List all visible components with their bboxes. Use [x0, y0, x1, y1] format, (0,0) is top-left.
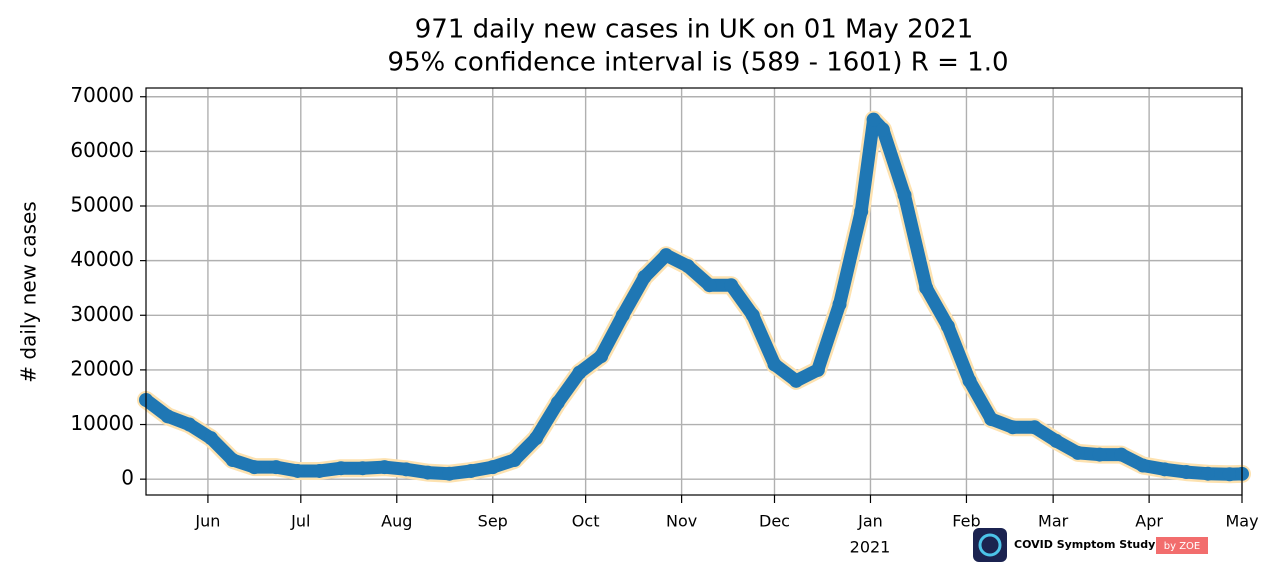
data-point — [810, 362, 825, 377]
data-point — [1114, 447, 1129, 462]
logo-icon — [973, 528, 1007, 562]
data-point — [1092, 447, 1107, 462]
confidence-halo — [137, 110, 1251, 484]
data-point — [1179, 465, 1194, 480]
x-tick-label: Apr — [1135, 512, 1163, 531]
data-point — [312, 463, 327, 478]
data-point — [247, 460, 262, 475]
data-point — [1049, 433, 1064, 448]
data-point — [160, 409, 175, 424]
data-point — [724, 278, 739, 293]
y-axis-label: # daily new cases — [17, 201, 41, 382]
plot-area — [137, 88, 1251, 495]
y-tick-label: 60000 — [70, 138, 134, 162]
data-point — [919, 280, 934, 295]
data-point — [204, 431, 219, 446]
data-point — [702, 278, 717, 293]
data-point — [1027, 420, 1042, 435]
logo-badge — [1156, 537, 1208, 554]
y-tick-label: 50000 — [70, 193, 134, 217]
x-year-label: 2021 — [850, 538, 891, 557]
x-tick-label: May — [1225, 512, 1258, 531]
data-point — [767, 357, 782, 372]
data-point — [984, 412, 999, 427]
data-point — [377, 460, 392, 475]
data-point — [854, 204, 869, 219]
chart-subtitle: 95% confidence interval is (589 - 1601) … — [387, 48, 1008, 78]
x-tick-label: Mar — [1038, 512, 1069, 531]
series-line — [139, 113, 1249, 481]
data-point — [1222, 467, 1237, 482]
data-point — [464, 463, 479, 478]
data-point — [789, 373, 804, 388]
data-point — [182, 417, 197, 432]
logo: COVID Symptom Study by ZOE — [973, 528, 1208, 562]
y-tick-label: 20000 — [70, 356, 134, 380]
data-point — [1070, 445, 1085, 460]
x-tick-label: Jul — [290, 512, 310, 531]
y-tick-label: 40000 — [70, 247, 134, 271]
data-point — [962, 373, 977, 388]
data-point — [680, 259, 695, 274]
data-point — [875, 122, 890, 137]
data-point — [940, 319, 955, 334]
data-point — [594, 349, 609, 364]
data-point — [355, 461, 370, 476]
data-point — [269, 460, 284, 475]
x-tick-label: Jan — [857, 512, 883, 531]
data-point — [334, 461, 349, 476]
data-point — [1157, 462, 1172, 477]
data-point — [897, 188, 912, 203]
data-point — [1200, 466, 1215, 481]
data-point — [420, 465, 435, 480]
x-tick-label: Oct — [572, 512, 600, 531]
data-point — [529, 431, 544, 446]
chart-title: 971 daily new cases in UK on 01 May 2021 — [415, 15, 974, 45]
logo-ring — [978, 533, 1002, 557]
data-point — [1135, 458, 1150, 473]
data-point — [615, 308, 630, 323]
x-tick-label: Dec — [759, 512, 790, 531]
logo-by: by ZOE — [1164, 541, 1200, 552]
y-tick-label: 30000 — [70, 302, 134, 326]
data-point — [866, 112, 881, 127]
logo-text: COVID Symptom Study — [1014, 538, 1155, 551]
data-point — [485, 460, 500, 475]
data-point — [550, 395, 565, 410]
x-tick-label: Feb — [952, 512, 980, 531]
axes-frame — [145, 87, 1243, 496]
data-point — [290, 463, 305, 478]
data-point — [1005, 420, 1020, 435]
x-tick-label: Aug — [381, 512, 412, 531]
data-point — [399, 462, 414, 477]
data-point — [832, 297, 847, 312]
data-point — [572, 365, 587, 380]
data-point — [659, 248, 674, 263]
data-point — [637, 270, 652, 285]
x-tick-label: Nov — [666, 512, 697, 531]
y-tick-label: 0 — [121, 466, 134, 490]
y-tick-label: 70000 — [70, 83, 134, 107]
x-tick-label: Jun — [194, 512, 220, 531]
y-tick-label: 10000 — [70, 411, 134, 435]
data-point — [507, 453, 522, 468]
data-point — [745, 308, 760, 323]
data-point — [225, 453, 240, 468]
x-tick-label: Sep — [478, 512, 508, 531]
data-point — [442, 466, 457, 481]
